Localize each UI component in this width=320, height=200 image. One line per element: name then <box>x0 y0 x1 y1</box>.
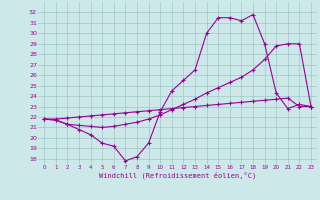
X-axis label: Windchill (Refroidissement éolien,°C): Windchill (Refroidissement éolien,°C) <box>99 172 256 179</box>
